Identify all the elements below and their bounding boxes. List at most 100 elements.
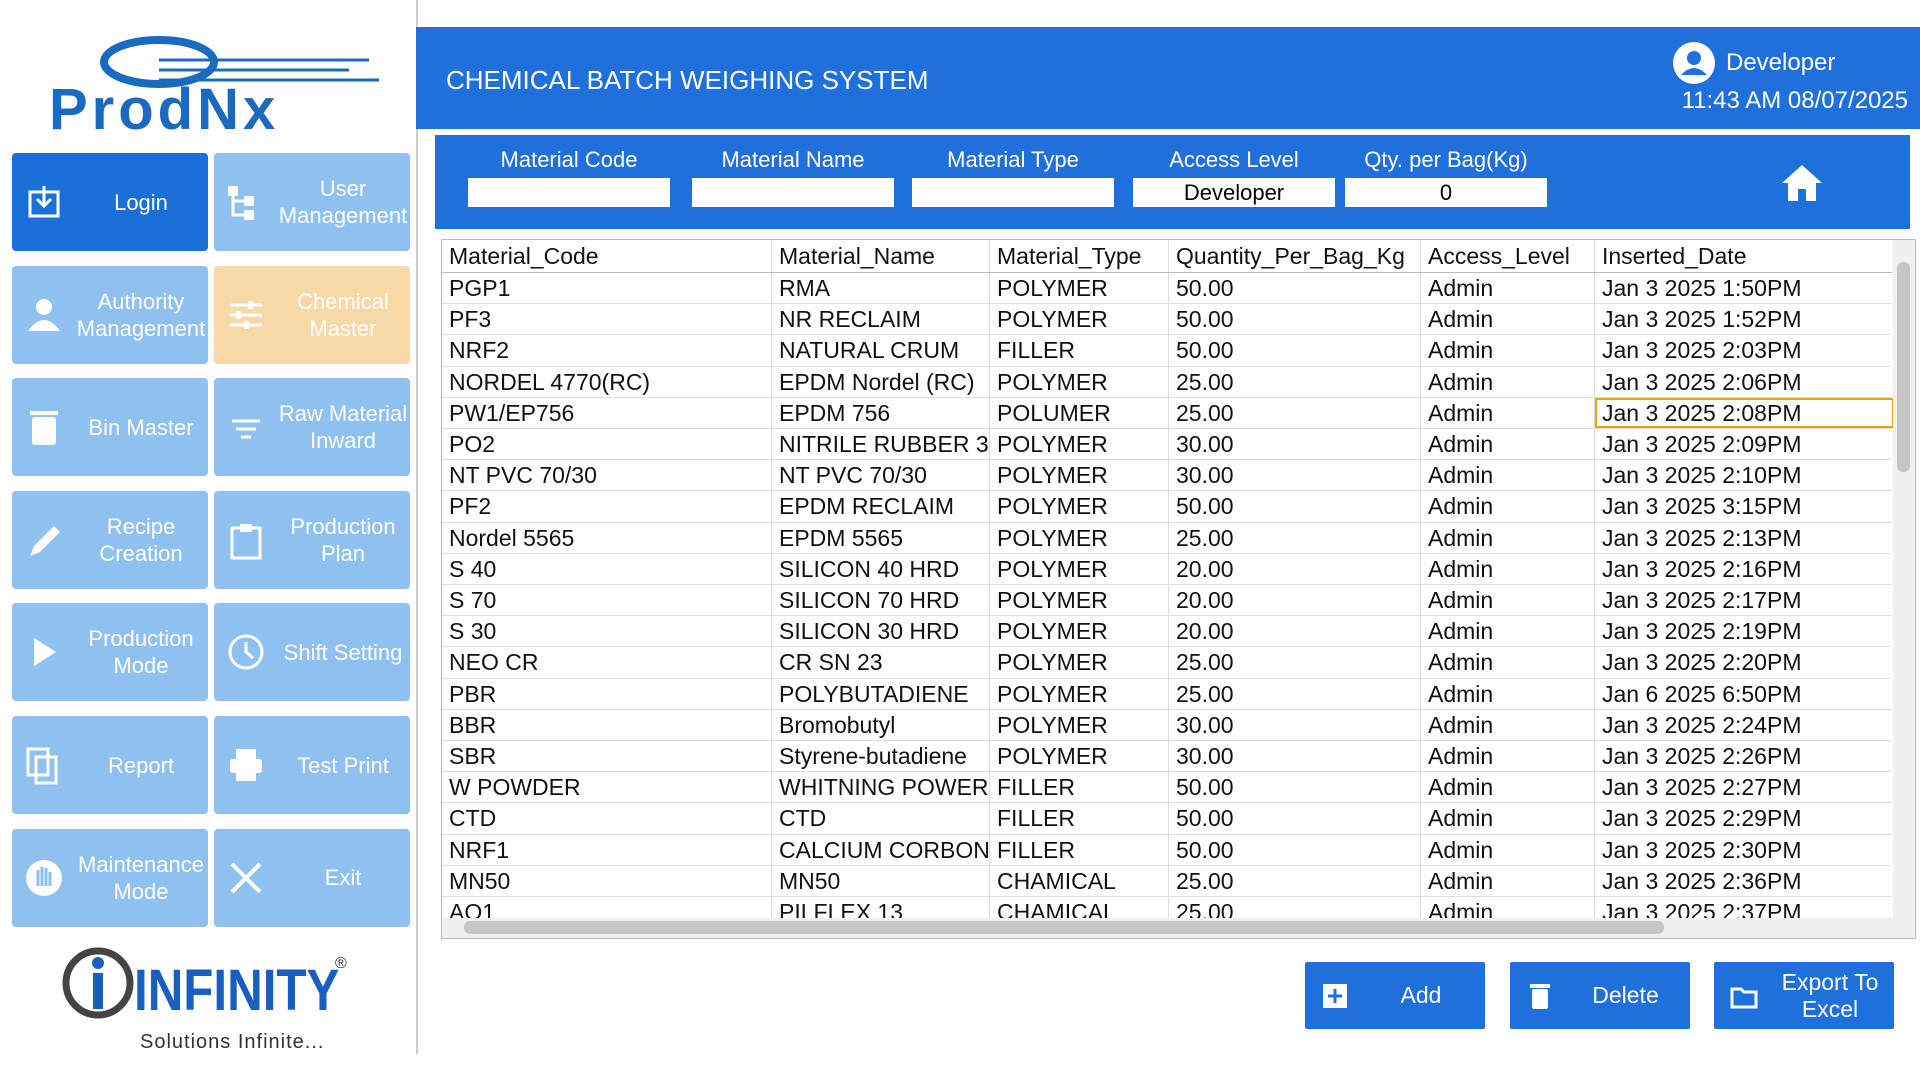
table-row[interactable]: PW1/EP756 EPDM 756 POLUMER 25.00 Admin Jan 3 … [442,397,1894,429]
table-cell[interactable]: NR RECLAIM [772,304,990,335]
table-row[interactable]: MN50 MN50 CHAMICAL 25.00 Admin Jan 3 2025 2:3… [442,865,1894,897]
column-header[interactable]: Inserted_Date [1595,240,1894,272]
column-header[interactable]: Access_Level [1421,240,1595,272]
table-cell[interactable]: NITRILE RUBBER 33 [772,429,990,460]
h-scroll-thumb[interactable] [464,921,1664,934]
table-cell[interactable]: POLYMER [990,273,1169,304]
table-cell[interactable]: PF3 [442,304,772,335]
table-row[interactable]: NORDEL 4770(RC) EPDM Nordel (RC) POLYMER 25… [442,366,1894,398]
table-cell[interactable]: Jan 3 2025 2:09PM [1595,429,1894,460]
table-cell[interactable]: WHITNING POWER [772,772,990,803]
table-cell[interactable]: Jan 3 2025 2:13PM [1595,522,1894,553]
table-cell[interactable]: 50.00 [1169,491,1421,522]
home-button[interactable] [1780,163,1824,203]
table-row[interactable]: NEO CR CR SN 23 POLYMER 25.00 Admin Jan 3 202… [442,647,1894,679]
column-header[interactable]: Material_Code [442,240,772,272]
table-cell[interactable]: POLYMER [990,741,1169,772]
table-cell[interactable]: Admin [1421,741,1595,772]
table-cell[interactable]: S 40 [442,553,772,584]
table-row[interactable]: S 30 SILICON 30 HRD POLYMER 20.00 Admin Jan 3… [442,616,1894,648]
table-cell[interactable]: BBR [442,709,772,740]
table-cell[interactable]: Admin [1421,335,1595,366]
table-cell[interactable]: MN50 [772,865,990,896]
table-cell[interactable]: Jan 3 2025 1:50PM [1595,273,1894,304]
h-scrollbar[interactable] [442,918,1894,938]
nav-button[interactable]: User Management [214,153,410,251]
table-row[interactable]: PF2 EPDM RECLAIM POLYMER 50.00 Admin Jan 3 20… [442,491,1894,523]
nav-button[interactable]: Authority Management [12,265,208,364]
table-cell[interactable]: POLYMER [990,647,1169,678]
user-name[interactable]: Developer [1726,49,1836,76]
table-cell[interactable]: 25.00 [1169,397,1421,428]
table-cell[interactable]: 50.00 [1169,335,1421,366]
table-cell[interactable]: Admin [1421,522,1595,553]
table-cell[interactable]: NEO CR [442,647,772,678]
table-cell[interactable]: EPDM 5565 [772,522,990,553]
table-cell[interactable]: NATURAL CRUM [772,335,990,366]
table-cell[interactable]: FILLER [990,834,1169,865]
table-cell[interactable]: RMA [772,273,990,304]
table-row[interactable]: BBR Bromobutyl POLYMER 30.00 Admin Jan 3 2025… [442,709,1894,741]
table-row[interactable]: NRF2 NATURAL CRUM FILLER 50.00 Admin Jan 3 20… [442,335,1894,367]
table-cell[interactable]: S 30 [442,616,772,647]
table-cell[interactable]: CHAMICAL [990,865,1169,896]
table-cell[interactable]: 25.00 [1169,366,1421,397]
table-cell[interactable]: NRF1 [442,834,772,865]
table-cell[interactable]: POLYMER [990,616,1169,647]
table-cell[interactable]: POLYMER [990,678,1169,709]
table-cell[interactable]: 30.00 [1169,460,1421,491]
table-cell[interactable]: PO2 [442,429,772,460]
table-row[interactable]: Nordel 5565 EPDM 5565 POLYMER 25.00 Admin Jan… [442,522,1894,554]
table-cell[interactable]: Admin [1421,366,1595,397]
table-cell[interactable]: 50.00 [1169,803,1421,834]
table-cell[interactable]: Jan 3 2025 2:08PM [1595,397,1894,428]
table-cell[interactable]: Jan 6 2025 6:50PM [1595,678,1894,709]
table-row[interactable]: CTD CTD FILLER 50.00 Admin Jan 3 2025 2:29PM [442,803,1894,835]
table-cell[interactable]: Admin [1421,491,1595,522]
table-cell[interactable]: POLYMER [990,366,1169,397]
table-cell[interactable]: 20.00 [1169,585,1421,616]
table-cell[interactable]: CR SN 23 [772,647,990,678]
table-cell[interactable]: Styrene-butadiene [772,741,990,772]
table-cell[interactable]: SILICON 70 HRD [772,585,990,616]
v-scroll-thumb[interactable] [1897,262,1910,472]
table-cell[interactable]: PF2 [442,491,772,522]
table-cell[interactable]: Jan 3 2025 2:24PM [1595,709,1894,740]
nav-button[interactable]: Shift Setting [214,603,410,702]
table-cell[interactable]: Admin [1421,834,1595,865]
table-cell[interactable]: Jan 3 2025 2:17PM [1595,585,1894,616]
table-cell[interactable]: PGP1 [442,273,772,304]
table-cell[interactable]: Admin [1421,616,1595,647]
table-cell[interactable]: POLUMER [990,397,1169,428]
field-input[interactable] [912,178,1114,207]
table-cell[interactable]: Admin [1421,273,1595,304]
table-cell[interactable]: Jan 3 2025 2:30PM [1595,834,1894,865]
table-cell[interactable]: Admin [1421,709,1595,740]
table-cell[interactable]: Admin [1421,460,1595,491]
action-button[interactable]: Export To Excel [1714,962,1894,1029]
table-cell[interactable]: PW1/EP756 [442,397,772,428]
table-cell[interactable]: 20.00 [1169,553,1421,584]
nav-button[interactable]: Recipe Creation [12,490,208,589]
nav-button[interactable]: Bin Master [12,378,208,477]
table-cell[interactable]: FILLER [990,335,1169,366]
table-cell[interactable]: SILICON 30 HRD [772,616,990,647]
table-cell[interactable]: SILICON 40 HRD [772,553,990,584]
table-cell[interactable]: 50.00 [1169,834,1421,865]
table-cell[interactable]: Jan 3 2025 2:06PM [1595,366,1894,397]
table-cell[interactable]: NT PVC 70/30 [772,460,990,491]
nav-button[interactable]: Exit [214,828,410,927]
table-cell[interactable]: Jan 3 2025 2:26PM [1595,741,1894,772]
table-row[interactable]: PGP1 RMA POLYMER 50.00 Admin Jan 3 2025 1:50P… [442,273,1894,305]
table-cell[interactable]: 20.00 [1169,616,1421,647]
table-row[interactable]: PBR POLYBUTADIENE POLYMER 25.00 Admin Jan 6 2… [442,678,1894,710]
table-row[interactable]: PF3 NR RECLAIM POLYMER 50.00 Admin Jan 3 2025… [442,304,1894,336]
table-cell[interactable]: Admin [1421,585,1595,616]
v-scrollbar[interactable] [1893,240,1915,938]
table-cell[interactable]: Admin [1421,678,1595,709]
table-cell[interactable]: PBR [442,678,772,709]
table-cell[interactable]: 50.00 [1169,304,1421,335]
table-cell[interactable]: 30.00 [1169,741,1421,772]
nav-button[interactable]: Test Print [214,716,410,814]
